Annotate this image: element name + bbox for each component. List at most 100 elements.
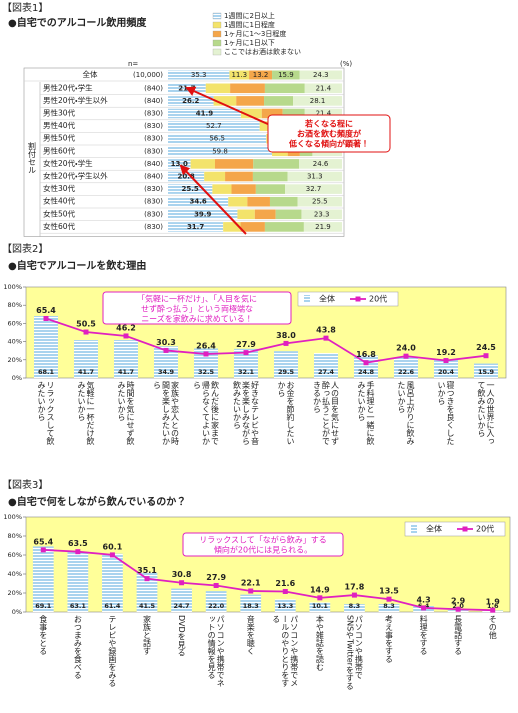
line-marker <box>351 592 357 598</box>
line-marker <box>43 315 49 321</box>
line <box>45 317 487 364</box>
value-label: 21.4 <box>316 110 332 118</box>
bar-value-label: 41.7 <box>78 368 94 376</box>
bar <box>378 604 400 612</box>
bar <box>474 363 498 378</box>
bar-segment <box>293 96 342 106</box>
line-marker <box>443 358 449 364</box>
bar <box>344 604 365 612</box>
bar-segment <box>249 70 273 80</box>
y-tick-label: 20% <box>8 356 22 364</box>
n-label: (840) <box>144 97 163 105</box>
legend-swatch <box>212 48 222 56</box>
bar <box>205 591 227 612</box>
bar-segment <box>264 83 305 94</box>
bar-segment <box>168 184 213 194</box>
bar-segment <box>264 222 304 232</box>
n-label: (830) <box>144 147 163 155</box>
legend-label: 20代 <box>476 524 494 534</box>
bar-segment <box>297 196 342 207</box>
bar-value-label: 22.0 <box>208 602 225 610</box>
legend-label: 1週間に2日以上 <box>224 11 275 20</box>
bar-segment <box>304 83 342 94</box>
n-label: (830) <box>144 122 163 130</box>
bar-value-label: 41.7 <box>118 368 134 376</box>
x-tick-label: リラックスして飲みたいから <box>37 381 55 445</box>
line-marker <box>248 588 254 594</box>
legend-swatch <box>212 39 222 47</box>
y-tick-label: 80% <box>8 532 22 540</box>
value-label: 24.3 <box>313 71 329 79</box>
n-label: (830) <box>144 110 163 118</box>
value-label: 28.1 <box>310 97 326 105</box>
legend-swatch <box>462 526 468 532</box>
bar-segment <box>168 133 267 144</box>
legend-swatch <box>411 525 417 533</box>
x-tick-label: 長電話する <box>453 615 463 655</box>
x-tick-label: パソコンや携帯でSNSやTwitterをする <box>345 615 364 690</box>
y-tick-label: 80% <box>8 301 22 309</box>
n-header: n= <box>128 60 138 68</box>
bar-segment <box>213 96 237 106</box>
x-tick-label: 風呂上がりに飲みたいから <box>397 381 415 445</box>
line-value-label: 65.4 <box>36 306 56 315</box>
bar-segment <box>261 108 283 119</box>
n-label: (830) <box>144 198 163 206</box>
x-tick-label: パソコンや携帯でネットの情報を見る <box>207 615 226 687</box>
bar-segment <box>236 96 265 106</box>
line-marker <box>243 350 249 356</box>
value-label: 25.5 <box>182 185 199 193</box>
bar-segment <box>230 83 265 94</box>
bar-segment <box>168 121 260 131</box>
row-label: 女性40代 <box>43 196 76 206</box>
legend-swatch <box>212 30 222 38</box>
line-value-label: 14.9 <box>310 585 330 594</box>
x-tick-label: 家族と話す <box>142 615 152 655</box>
legend-box <box>297 291 399 307</box>
x-tick-label: 料理をする <box>419 615 429 655</box>
bar <box>274 599 296 612</box>
bar <box>309 602 331 612</box>
line-marker <box>490 607 496 613</box>
line-value-label: 35.1 <box>137 566 157 575</box>
row-label: 女性30代 <box>43 183 76 193</box>
bar-value-label: 8.3 <box>383 602 395 610</box>
bar <box>74 340 98 378</box>
row-label: 男性60代 <box>43 145 76 155</box>
value-label: 39.9 <box>194 210 211 218</box>
value-label: 26.2 <box>182 97 199 105</box>
bar-segment <box>282 108 305 119</box>
x-tick-label: おつまみを食べる <box>73 615 83 679</box>
callout <box>267 114 391 153</box>
arrow <box>185 86 271 126</box>
bar-value-label: 32.5 <box>198 368 215 376</box>
bar-segment <box>231 184 256 194</box>
line-marker <box>323 335 329 341</box>
line-marker <box>75 549 81 555</box>
line-value-label: 30.3 <box>156 338 176 347</box>
bar-segment <box>168 146 273 157</box>
line-value-label: 38.0 <box>276 331 296 340</box>
value-label: 20.8 <box>177 173 194 181</box>
figure-label: 【図表1】 <box>2 2 48 14</box>
legend-swatch <box>212 12 222 20</box>
bar-segment <box>272 70 300 80</box>
value-label: 15.9 <box>278 71 294 79</box>
line-marker <box>483 353 489 359</box>
line-marker <box>40 547 46 553</box>
bar-value-label: 10.1 <box>312 602 329 610</box>
y-tick-label: 100% <box>3 513 22 521</box>
line-value-label: 60.1 <box>103 542 123 551</box>
bar-segment <box>205 83 231 94</box>
n-label: (830) <box>144 223 163 231</box>
value-label: 11.3 <box>231 71 247 79</box>
bar-segment <box>303 222 342 232</box>
bar-segment <box>212 184 232 194</box>
y-tick-label: 40% <box>8 338 22 346</box>
bar <box>240 594 262 612</box>
line-value-label: 27.9 <box>206 573 226 582</box>
bar-segment <box>168 96 214 106</box>
bar-segment <box>168 159 191 169</box>
value-label: 59.8 <box>212 147 228 155</box>
